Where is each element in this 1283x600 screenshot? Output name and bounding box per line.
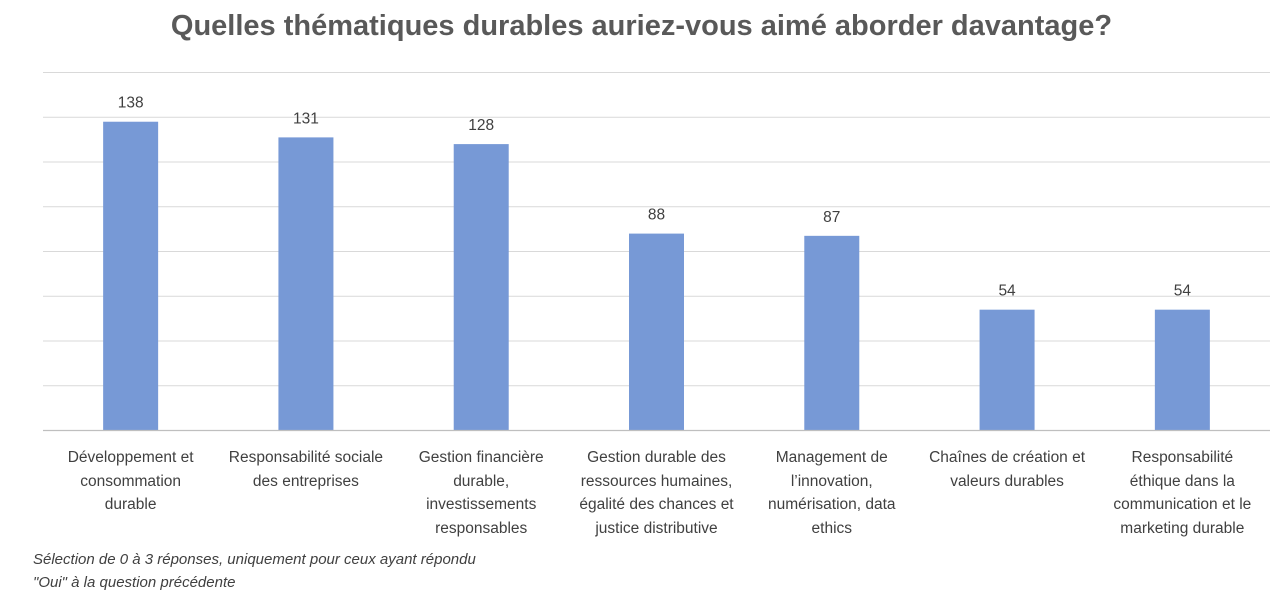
x-tick-label-line: Management de [775, 449, 888, 466]
x-tick-label-line: Responsabilité [1131, 449, 1234, 466]
x-tick-label-line: investissements [426, 496, 537, 513]
bar [804, 235, 860, 431]
data-label: 88 [648, 207, 665, 224]
x-tick-label: Développement et consommation durable [51, 446, 211, 517]
x-tick-label: Chaînes de création et valeurs durables [927, 446, 1087, 493]
bar [453, 144, 509, 431]
x-tick-label-line: l’innovation, [790, 472, 873, 490]
data-label: 131 [293, 110, 319, 127]
footnote-line: "Oui" à la question précédente [33, 574, 236, 591]
x-tick-label-line: Gestion financière [418, 449, 544, 466]
footnote-line: Sélection de 0 à 3 réponses, uniquement … [33, 551, 476, 568]
x-tick-label-line: Gestion durable des [587, 449, 726, 466]
chart-title: Quelles thématiques durables auriez-vous… [170, 10, 1113, 42]
bar [979, 309, 1035, 431]
x-tick-label-line: consommation [80, 472, 182, 490]
data-label: 138 [118, 95, 144, 112]
bar [103, 121, 159, 431]
x-tick-label-line: ethics [811, 519, 853, 537]
x-tick-label: Responsabilité éthique dans la communicati… [1102, 446, 1262, 540]
x-tick-label-line: Responsabilité sociale [228, 449, 384, 466]
x-tick-label: Management de l’innovation, numérisation, … [752, 446, 912, 540]
x-tick-label-line: ressources humaines, [580, 472, 733, 490]
x-tick-label-line: des entreprises [252, 472, 359, 490]
x-tick-label-line: Développement et [67, 449, 194, 466]
x-tick-label-line: valeurs durables [950, 472, 1064, 490]
data-label: 54 [998, 283, 1016, 300]
bar [629, 233, 684, 431]
x-tick-label-line: durable, [453, 472, 510, 490]
footnote: Sélection de 0 à 3 réponses, uniquement … [33, 548, 593, 594]
x-tick-label-line: éthique dans la [1129, 472, 1235, 490]
bar [278, 137, 334, 431]
x-tick-label: Gestion durable des ressources humaines, é… [577, 446, 737, 540]
x-tick-label-line: Chaînes de création et [929, 449, 1086, 466]
x-tick-label-line: justice distributive [595, 519, 718, 537]
x-tick-label-line: communication et le [1113, 496, 1252, 513]
x-tick-label-line: numérisation, data [768, 496, 896, 513]
data-label: 128 [468, 117, 494, 134]
bar [1154, 309, 1210, 431]
x-tick-label-line: responsables [435, 519, 528, 537]
x-tick-label-line: égalité des chances et [579, 496, 734, 513]
data-label: 54 [1174, 283, 1192, 300]
x-tick-label-line: durable [104, 496, 157, 513]
x-tick-label: Responsabilité sociale des entreprises [226, 446, 386, 493]
x-tick-label: Gestion financière durable, investissement… [401, 446, 561, 540]
data-label: 87 [823, 209, 840, 226]
x-tick-label-line: marketing durable [1120, 519, 1245, 537]
